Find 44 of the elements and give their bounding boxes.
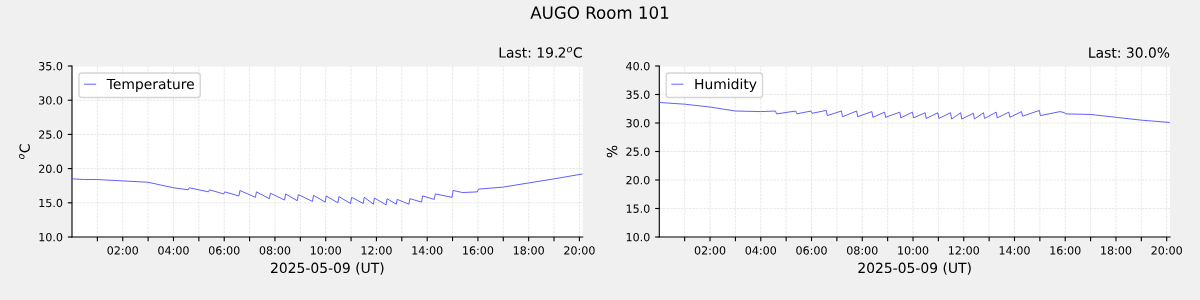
x-axis-title: 2025-05-09 (UT): [858, 262, 971, 275]
y-tick-label: 30.0: [626, 118, 650, 128]
x-tick-label: 02:00: [694, 246, 726, 255]
x-tick-label: 20:00: [1151, 246, 1182, 255]
y-tick-label: 10.0: [39, 232, 63, 242]
y-axis-title: $^{o}$C: [18, 144, 30, 160]
x-tick-label: 18:00: [1101, 246, 1132, 255]
y-tick-label: 10.0: [626, 232, 650, 242]
x-tick-label: 16:00: [463, 246, 494, 255]
x-tick-label: 14:00: [999, 246, 1030, 255]
y-tick-label: 20.0: [39, 164, 63, 173]
legend-label: Temperature: [106, 78, 194, 92]
chart-title: AUGO Room 101: [530, 6, 669, 19]
chart-subtitle: Last: 19.2$^{o}$C: [499, 46, 582, 58]
y-axis-title: %: [606, 145, 618, 158]
x-tick-label: 12:00: [361, 246, 392, 255]
y-tick-label: 25.0: [39, 130, 63, 139]
line-series: [71, 173, 583, 206]
x-tick-label: 08:00: [846, 246, 878, 255]
y-tick-label: 35.0: [39, 61, 63, 71]
x-tick-label: 10:00: [310, 246, 341, 255]
y-tick-label: 15.0: [39, 198, 63, 208]
y-tick-label: 15.0: [626, 204, 650, 213]
x-tick-label: 04:00: [745, 246, 777, 255]
x-tick-label: 18:00: [513, 246, 544, 255]
x-tick-label: 08:00: [259, 246, 291, 255]
x-tick-label: 04:00: [158, 246, 189, 255]
y-tick-label: 20.0: [626, 175, 650, 185]
x-tick-label: 06:00: [208, 246, 240, 255]
x-tick-label: 06:00: [796, 246, 827, 255]
y-tick-label: 40.0: [626, 61, 650, 71]
legend-label: Humidity: [695, 78, 757, 92]
y-tick-label: 35.0: [626, 90, 650, 99]
x-tick-label: 02:00: [107, 246, 139, 255]
x-axis-title: 2025-05-09 (UT): [271, 262, 384, 275]
line-series: [658, 102, 1170, 123]
x-tick-label: 14:00: [412, 246, 443, 255]
x-tick-label: 16:00: [1050, 246, 1081, 255]
x-tick-label: 10:00: [898, 246, 929, 255]
y-tick-label: 30.0: [39, 96, 63, 105]
y-tick-label: 25.0: [626, 147, 650, 156]
x-tick-label: 20:00: [564, 246, 595, 255]
x-tick-label: 12:00: [948, 246, 980, 255]
chart-subtitle: Last: 30.0%: [1089, 47, 1170, 58]
